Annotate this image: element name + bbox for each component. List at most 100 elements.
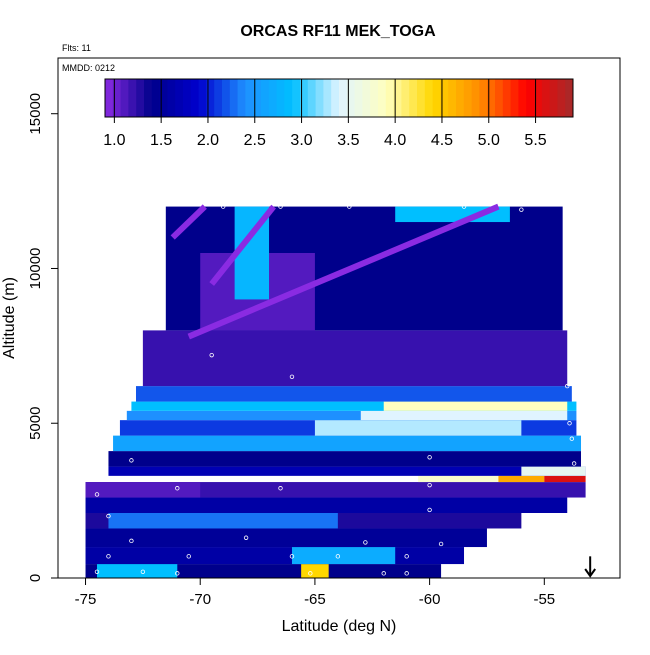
colorbar-swatch	[339, 79, 348, 117]
colorbar-swatch	[557, 79, 566, 117]
colorbar-swatch	[307, 79, 317, 117]
colorbar-tick-label: 5.0	[478, 132, 500, 149]
colorbar-tick-label: 3.5	[337, 132, 359, 149]
observation-point	[565, 207, 570, 212]
observation-point	[186, 554, 191, 559]
observation-point	[427, 482, 432, 488]
colorbar-swatch	[440, 79, 449, 117]
colorbar-swatch	[479, 79, 488, 117]
colorbar-swatch	[346, 79, 356, 117]
colorbar-tick-label: 1.5	[150, 132, 172, 149]
observation-point	[220, 204, 226, 209]
colorbar-swatch	[222, 79, 231, 117]
colorbar-tick-label: 2.5	[244, 132, 266, 149]
colorbar-swatch	[120, 79, 129, 117]
observation-point	[308, 571, 313, 576]
colorbar-swatch	[432, 79, 441, 117]
observation-point	[571, 461, 577, 466]
observation-point	[175, 486, 180, 491]
colorbar-swatch	[534, 79, 543, 117]
x-tick-label: -65	[304, 591, 326, 608]
colorbar-swatch	[261, 79, 270, 117]
colorbar-tick-label: 2.0	[197, 132, 219, 149]
colorbar-tick-label: 3.0	[290, 132, 312, 149]
observation-point	[363, 540, 368, 545]
colorbar-swatch	[541, 79, 551, 117]
observation-point	[289, 554, 295, 559]
y-axis-label: Altitude (m)	[1, 277, 18, 359]
heatmap-cell	[301, 564, 329, 578]
colorbar-swatch	[463, 79, 473, 117]
y-tick-label: 0	[27, 574, 44, 582]
colorbar-swatch	[183, 79, 192, 117]
heatmap-cell	[314, 420, 522, 436]
observation-point	[140, 569, 146, 575]
date-note: MMDD: 0212	[62, 63, 115, 73]
colorbar-swatch	[128, 79, 137, 117]
observation-point	[438, 541, 444, 547]
colorbar-swatch	[424, 79, 434, 117]
colorbar-swatch	[370, 79, 379, 117]
colorbar-swatch	[292, 79, 301, 117]
colorbar: 1.0 1.5 2.0 2.5 3.0 3.5 4.0 4.5 5.0 5.5	[103, 78, 574, 149]
heatmap-cell	[96, 564, 178, 578]
observation-point	[106, 554, 111, 559]
observation-point	[278, 486, 283, 491]
x-tick-label: -70	[189, 591, 211, 608]
observation-point	[94, 569, 100, 575]
observation-point	[519, 207, 524, 212]
observation-point	[381, 571, 386, 576]
colorbar-swatch	[206, 79, 215, 117]
cruise-lines	[170, 203, 500, 340]
observation-point	[278, 204, 283, 209]
colorbar-swatch	[175, 79, 184, 117]
colorbar-swatch	[362, 79, 371, 117]
y-axis: 0 5000 10000 15000	[27, 93, 58, 582]
heatmap-cell	[108, 466, 586, 476]
colorbar-swatch	[159, 79, 168, 117]
colorbar-swatch	[378, 79, 387, 117]
observation-point	[129, 458, 134, 463]
heatmap-cells	[85, 206, 586, 578]
observation-point	[289, 374, 295, 380]
plot-frame	[57, 57, 621, 579]
colorbar-swatch	[136, 79, 145, 117]
observation-point	[404, 554, 409, 559]
observation-point	[129, 538, 134, 544]
heatmap-cell	[108, 513, 338, 529]
observation-point	[335, 554, 341, 559]
observation-point	[565, 383, 570, 389]
colorbar-swatch	[495, 79, 504, 117]
colorbar-swatch	[323, 79, 332, 117]
colorbar-tick-label: 1.0	[103, 132, 125, 149]
colorbar-tick-label: 5.5	[524, 132, 546, 149]
colorbar-swatch	[300, 79, 309, 117]
colorbar-swatch	[229, 79, 239, 117]
colorbar-swatch	[105, 79, 114, 117]
observation-point	[427, 455, 432, 460]
observation-point	[567, 421, 572, 426]
colorbar-swatch	[253, 79, 262, 117]
colorbar-swatch	[393, 79, 402, 117]
observation-point	[461, 204, 467, 209]
colorbar-tick-label: 4.5	[431, 132, 453, 149]
observation-point	[569, 436, 575, 441]
down-arrow-marker	[584, 556, 596, 578]
x-axis-label: Latitude (deg N)	[282, 618, 397, 635]
heatmap-cell	[142, 330, 568, 387]
cruise-line	[209, 204, 276, 286]
colorbar-swatch	[276, 79, 285, 117]
colorbar-swatch	[151, 79, 161, 117]
colorbar-swatch	[401, 79, 410, 117]
observation-point	[427, 507, 432, 513]
chart-title: ORCAS RF11 MEK_TOGA	[240, 23, 436, 40]
colorbar-swatch	[549, 79, 558, 117]
colorbar-swatch	[268, 79, 278, 117]
colorbar-swatch	[167, 79, 176, 117]
colorbar-swatch	[518, 79, 527, 117]
heatmap-cell	[85, 497, 568, 513]
colorbar-swatch	[214, 79, 223, 117]
cruise-line	[170, 204, 207, 240]
colorbar-tick-label: 4.0	[384, 132, 406, 149]
colorbar-swatch	[487, 79, 496, 117]
